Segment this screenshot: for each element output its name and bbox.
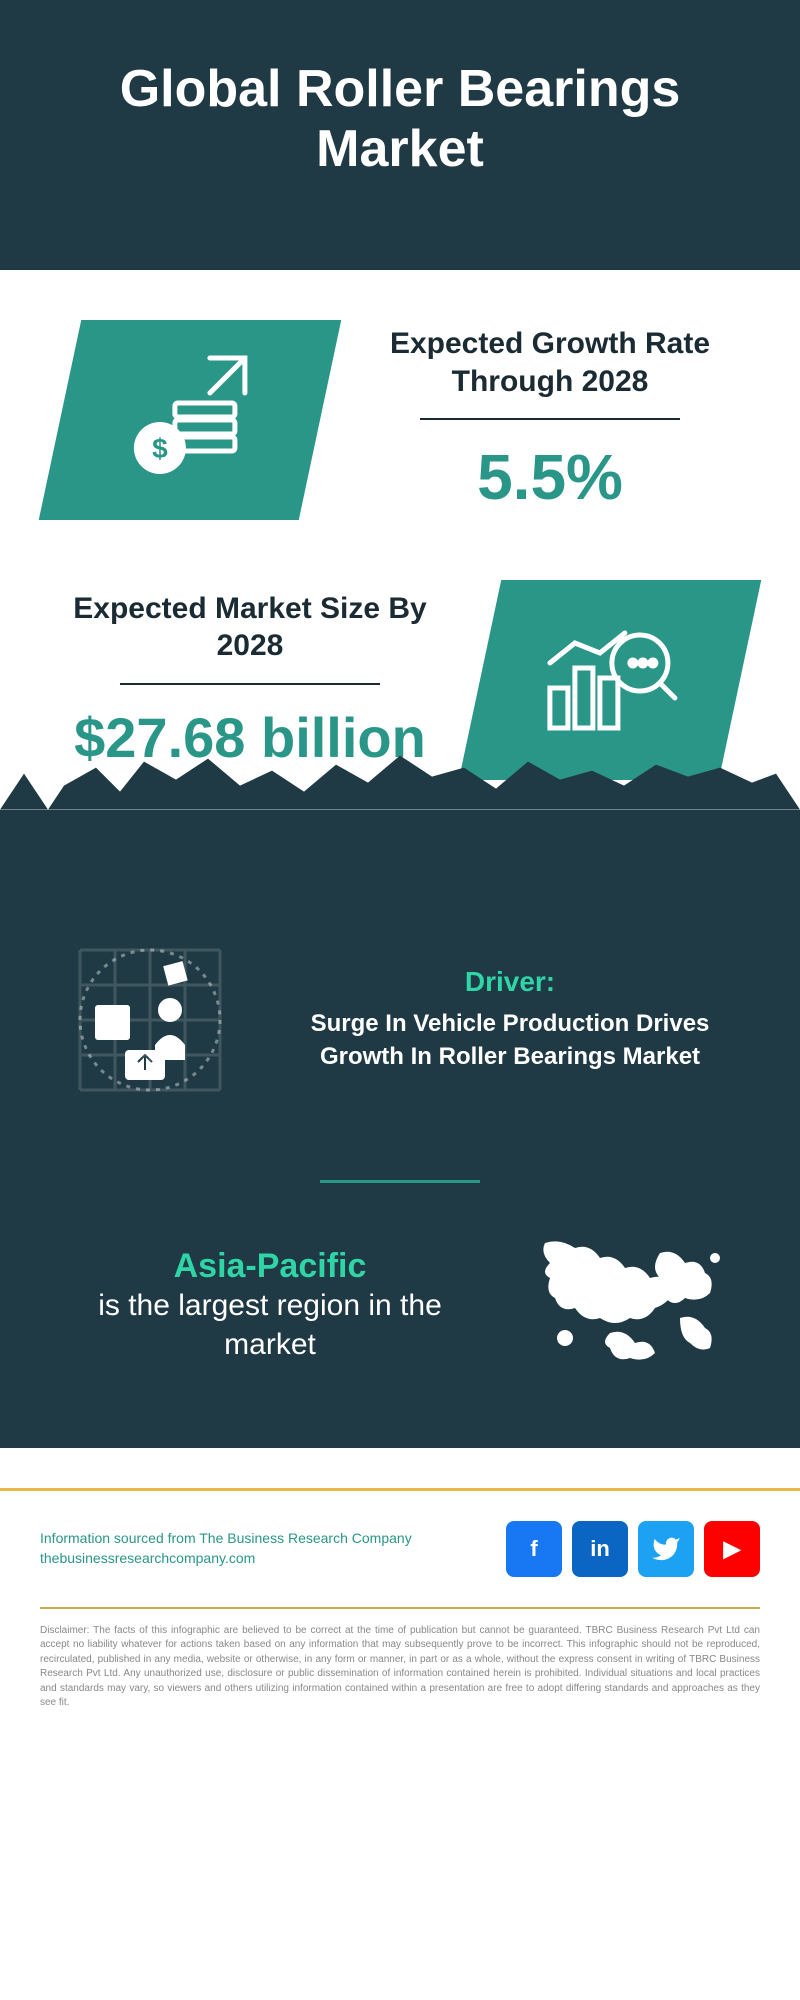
header-section: Global Roller Bearings Market: [0, 0, 800, 270]
market-size-label: Expected Market Size By 2028: [60, 590, 440, 665]
main-title: Global Roller Bearings Market: [40, 60, 760, 180]
market-size-value: $27.68 billion: [60, 705, 440, 770]
source-line-2: thebusinessresearchcompany.com: [40, 1549, 412, 1569]
footer-source: Information sourced from The Business Re…: [40, 1529, 412, 1568]
marketing-network-icon: [60, 930, 240, 1110]
driver-description: Surge In Vehicle Production Drives Growt…: [280, 1008, 740, 1073]
growth-rate-label: Expected Growth Rate Through 2028: [360, 325, 740, 400]
region-description: is the largest region in the market: [60, 1286, 480, 1364]
divider: [420, 418, 680, 420]
footer-section: Information sourced from The Business Re…: [0, 1491, 800, 1597]
disclaimer-text: Disclaimer: The facts of this infographi…: [0, 1624, 800, 1741]
social-icons: f in ▶: [506, 1521, 760, 1577]
market-size-stat: Expected Market Size By 2028 $27.68 bill…: [60, 590, 440, 770]
skyline-divider: [0, 810, 800, 930]
region-highlight: Asia-Pacific: [60, 1247, 480, 1286]
linkedin-icon[interactable]: in: [572, 1521, 628, 1577]
world-map-icon: [520, 1223, 740, 1388]
growth-rate-stat: Expected Growth Rate Through 2028 5.5%: [360, 325, 740, 514]
driver-section: Driver: Surge In Vehicle Production Driv…: [0, 930, 800, 1160]
gold-rule-thin: [40, 1607, 760, 1609]
growth-rate-value: 5.5%: [360, 440, 740, 514]
growth-rate-section: $ Expected Growth Rate Through 2028 5.5%: [0, 270, 800, 550]
divider: [120, 683, 380, 685]
region-section: Asia-Pacific is the largest region in th…: [0, 1213, 800, 1448]
svg-text:$: $: [152, 432, 168, 463]
driver-text-block: Driver: Surge In Vehicle Production Driv…: [280, 966, 740, 1073]
twitter-icon[interactable]: [638, 1521, 694, 1577]
source-line-1: Information sourced from The Business Re…: [40, 1529, 412, 1549]
money-growth-icon: $: [115, 347, 265, 492]
teal-divider: [0, 1160, 800, 1213]
facebook-icon[interactable]: f: [506, 1521, 562, 1577]
divider-line: [320, 1180, 480, 1183]
chart-magnify-icon: [535, 607, 685, 752]
infographic-container: Global Roller Bearings Market $ Expected…: [0, 0, 800, 1741]
market-size-shape: [459, 580, 762, 780]
region-text-block: Asia-Pacific is the largest region in th…: [60, 1247, 480, 1364]
youtube-icon[interactable]: ▶: [704, 1521, 760, 1577]
growth-rate-shape: $: [39, 320, 342, 520]
driver-label: Driver:: [280, 966, 740, 998]
